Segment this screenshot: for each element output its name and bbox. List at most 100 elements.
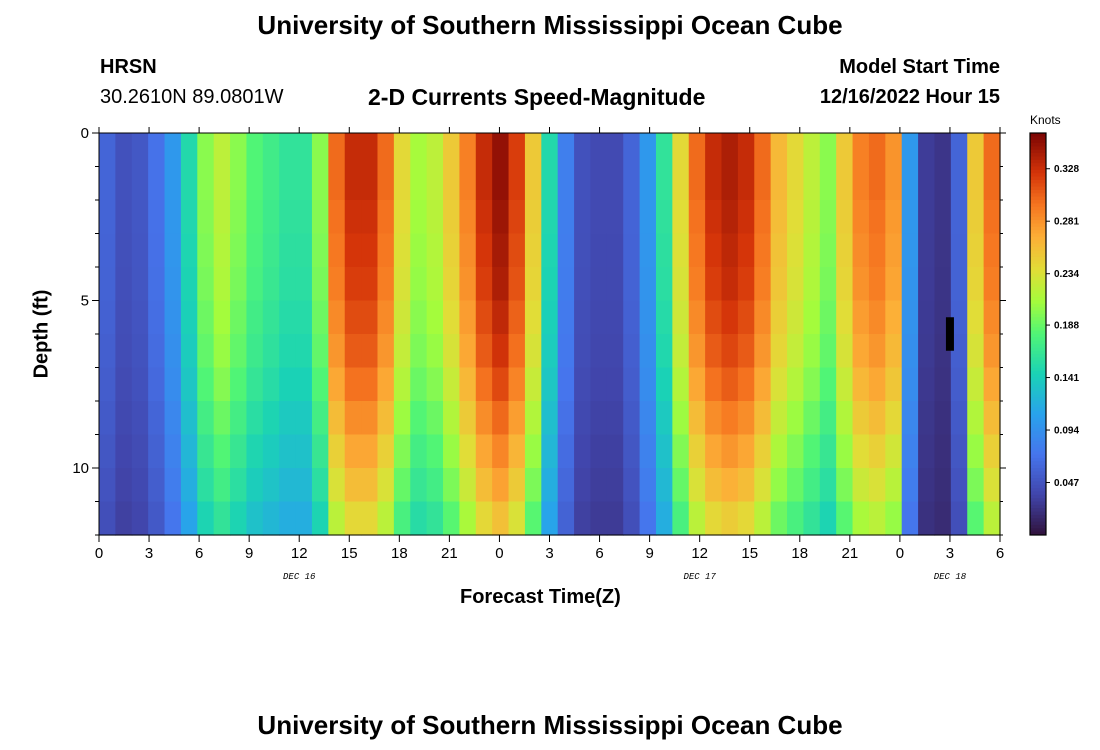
heatmap-cell bbox=[655, 334, 673, 369]
heatmap-cell bbox=[377, 300, 395, 335]
heatmap-cell bbox=[328, 468, 346, 503]
heatmap-cell bbox=[246, 300, 264, 335]
colorbar-segment bbox=[1030, 243, 1046, 248]
colorbar-segment bbox=[1030, 320, 1046, 325]
heatmap-cell bbox=[262, 133, 280, 168]
colorbar-segment bbox=[1030, 508, 1046, 513]
colorbar-segment bbox=[1030, 437, 1046, 442]
station-id: HRSN bbox=[100, 56, 157, 78]
colorbar-tick-label: 0.047 bbox=[1054, 478, 1079, 489]
heatmap-cell bbox=[803, 200, 821, 235]
heatmap-cell bbox=[967, 434, 985, 469]
heatmap-cell bbox=[115, 367, 133, 402]
heatmap-cell bbox=[115, 233, 133, 268]
colorbar-segment bbox=[1030, 447, 1046, 452]
colorbar-segment bbox=[1030, 236, 1046, 241]
heatmap-cell bbox=[606, 166, 624, 201]
heatmap-cell bbox=[623, 434, 641, 469]
heatmap-cell bbox=[524, 200, 542, 235]
heatmap-cell bbox=[262, 401, 280, 436]
colorbar-segment bbox=[1030, 484, 1046, 489]
heatmap-cell bbox=[148, 401, 166, 436]
heatmap-cell bbox=[574, 133, 592, 168]
heatmap-cell bbox=[574, 166, 592, 201]
x-axis-label: Forecast Time(Z) bbox=[460, 586, 621, 608]
heatmap-cell bbox=[459, 300, 477, 335]
heatmap-cell bbox=[705, 434, 723, 469]
heatmap-cell bbox=[180, 468, 198, 503]
x-tick-label: 21 bbox=[841, 545, 858, 562]
heatmap-cell bbox=[524, 468, 542, 503]
x-tick-label: 12 bbox=[691, 545, 708, 562]
x-tick-label: 6 bbox=[195, 545, 203, 562]
heatmap-cell bbox=[131, 267, 149, 302]
heatmap-cell bbox=[131, 233, 149, 268]
heatmap-cell bbox=[623, 267, 641, 302]
heatmap-cell bbox=[131, 166, 149, 201]
missing-data-cell bbox=[945, 317, 954, 351]
heatmap-cell bbox=[492, 200, 510, 235]
heatmap-cell bbox=[688, 200, 706, 235]
colorbar-segment bbox=[1030, 143, 1046, 147]
heatmap-cell bbox=[737, 334, 755, 369]
heatmap-cell bbox=[983, 233, 1001, 268]
heatmap-cell bbox=[819, 300, 837, 335]
heatmap-cell bbox=[868, 468, 886, 503]
date-label: DEC 17 bbox=[683, 572, 716, 582]
heatmap-cell bbox=[508, 200, 526, 235]
heatmap-cell bbox=[475, 166, 493, 201]
colorbar-segment bbox=[1030, 461, 1046, 466]
colorbar-segment bbox=[1030, 454, 1046, 459]
y-tick-label: 0 bbox=[81, 125, 89, 142]
heatmap-cell bbox=[311, 367, 329, 402]
heatmap-cell bbox=[852, 367, 870, 402]
heatmap-cell bbox=[361, 200, 379, 235]
colorbar-segment bbox=[1030, 297, 1046, 301]
heatmap-cell bbox=[246, 267, 264, 302]
heatmap-cell bbox=[983, 267, 1001, 302]
heatmap-cell bbox=[393, 267, 411, 302]
heatmap-cell bbox=[901, 300, 919, 335]
heatmap-cell bbox=[361, 468, 379, 503]
heatmap-cell bbox=[787, 334, 805, 369]
heatmap-cell bbox=[934, 434, 952, 469]
heatmap-cell bbox=[737, 133, 755, 168]
heatmap-cell bbox=[213, 501, 231, 536]
x-tick-label: 0 bbox=[495, 545, 503, 562]
colorbar-segment bbox=[1030, 216, 1046, 221]
heatmap-cell bbox=[131, 401, 149, 436]
station-coordinates: 30.2610N 89.0801W bbox=[100, 86, 284, 108]
model-start-label: Model Start Time bbox=[839, 56, 1000, 78]
heatmap-cell bbox=[705, 133, 723, 168]
heatmap-cell bbox=[918, 367, 936, 402]
heatmap-cell bbox=[361, 434, 379, 469]
heatmap-cell bbox=[950, 267, 968, 302]
heatmap-cell bbox=[606, 401, 624, 436]
heatmap-cell bbox=[213, 468, 231, 503]
heatmap-cell bbox=[426, 401, 444, 436]
heatmap-cell bbox=[655, 200, 673, 235]
heatmap-cell bbox=[508, 501, 526, 536]
chart-subtitle: 2-D Currents Speed-Magnitude bbox=[368, 84, 706, 110]
heatmap-cell bbox=[885, 267, 903, 302]
date-label: DEC 16 bbox=[283, 572, 316, 582]
heatmap-cell bbox=[262, 468, 280, 503]
heatmap-cell bbox=[492, 501, 510, 536]
heatmap-cell bbox=[754, 501, 772, 536]
heatmap-cell bbox=[967, 233, 985, 268]
heatmap-cell bbox=[115, 267, 133, 302]
heatmap-cell bbox=[967, 401, 985, 436]
colorbar-segment bbox=[1030, 444, 1046, 449]
heatmap-cell bbox=[606, 434, 624, 469]
heatmap-cell bbox=[492, 367, 510, 402]
heatmap-cell bbox=[426, 334, 444, 369]
colorbar-segment bbox=[1030, 491, 1046, 496]
heatmap-cell bbox=[197, 501, 215, 536]
heatmap-cell bbox=[770, 501, 788, 536]
heatmap-cell bbox=[836, 200, 854, 235]
heatmap-cell bbox=[475, 233, 493, 268]
heatmap-cell bbox=[836, 166, 854, 201]
colorbar-segment bbox=[1030, 488, 1046, 492]
heatmap-cell bbox=[623, 300, 641, 335]
heatmap-cell bbox=[655, 401, 673, 436]
